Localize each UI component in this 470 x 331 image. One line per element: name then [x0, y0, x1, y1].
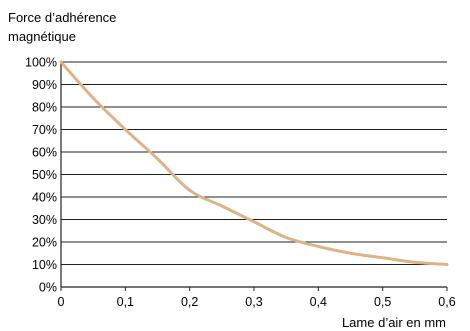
- y-axis-label-line-2: magnétique: [8, 29, 76, 44]
- series-line: [59, 60, 449, 266]
- y-tick-labels: 0% 10% 20% 30% 40% 50% 60% 70% 80% 90% 100%: [25, 56, 57, 295]
- x-tick-label-0: 0: [58, 295, 65, 309]
- y-tick-label-20: 20%: [32, 236, 57, 250]
- y-tick-label-80: 80%: [32, 101, 57, 115]
- x-axis-label: Lame d’air en mm: [342, 315, 446, 330]
- x-tick-label-5: 0,5: [374, 295, 391, 309]
- y-tick-label-10: 10%: [32, 258, 57, 272]
- x-tick-label-3: 0,3: [245, 295, 262, 309]
- y-tick-label-100: 100%: [25, 56, 57, 70]
- series-group: [59, 60, 449, 266]
- x-tick-label-4: 0,4: [310, 295, 327, 309]
- y-tick-label-90: 90%: [32, 78, 57, 92]
- gridlines: [60, 61, 448, 291]
- y-tick-label-0: 0%: [39, 281, 57, 295]
- y-tick-label-70: 70%: [32, 123, 57, 137]
- x-tick-labels: 0 0,1 0,2 0,3 0,4 0,5 0,6: [58, 295, 456, 309]
- y-axis-label-line-1: Force d’adhérence: [8, 10, 116, 25]
- x-tick-label-6: 0,6: [438, 295, 455, 309]
- x-tick-label-1: 0,1: [117, 295, 134, 309]
- y-tick-label-60: 60%: [32, 146, 57, 160]
- x-tick-label-2: 0,2: [181, 295, 198, 309]
- y-tick-label-40: 40%: [32, 191, 57, 205]
- y-tick-label-50: 50%: [32, 168, 57, 182]
- y-tick-label-30: 30%: [32, 213, 57, 227]
